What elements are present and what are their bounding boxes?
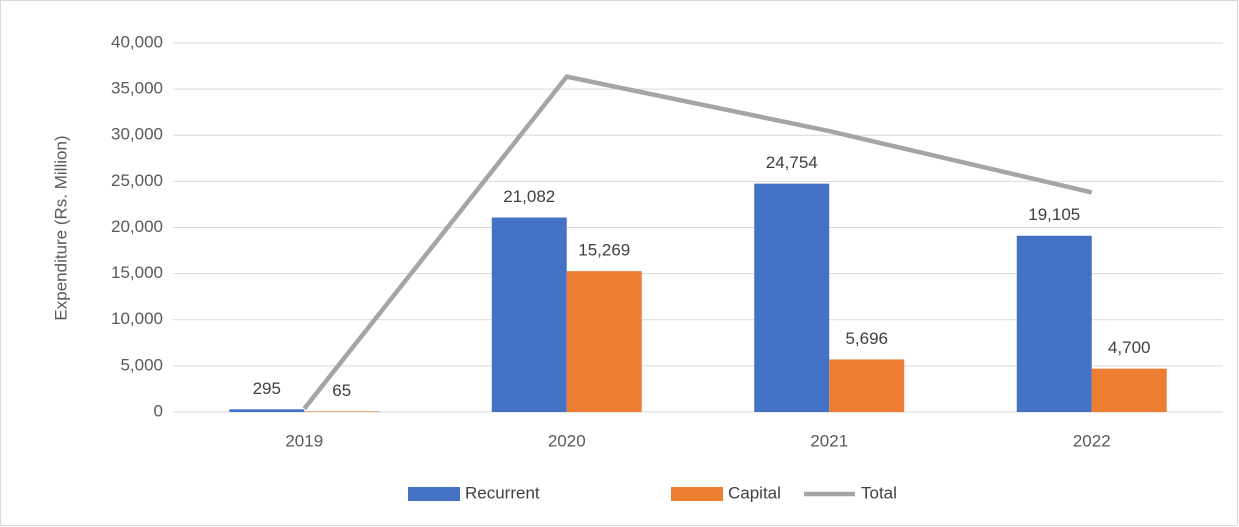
data-label: 295 bbox=[253, 379, 281, 398]
legend-label: Total bbox=[861, 483, 897, 502]
bar bbox=[566, 271, 642, 412]
y-tick-label: 10,000 bbox=[111, 309, 163, 328]
bar bbox=[1016, 235, 1092, 412]
x-tick-label: 2021 bbox=[810, 431, 848, 450]
data-label: 24,754 bbox=[766, 153, 818, 172]
legend-swatch bbox=[671, 487, 723, 501]
data-label: 4,700 bbox=[1108, 338, 1151, 357]
y-tick-label: 15,000 bbox=[111, 263, 163, 282]
y-axis-title: Expenditure (Rs. Million) bbox=[51, 135, 70, 320]
data-label: 5,696 bbox=[845, 329, 888, 348]
bar bbox=[491, 217, 567, 412]
x-tick-label: 2020 bbox=[548, 431, 586, 450]
x-tick-label: 2022 bbox=[1073, 431, 1111, 450]
data-label: 15,269 bbox=[578, 241, 630, 260]
y-tick-label: 40,000 bbox=[111, 32, 163, 51]
bar bbox=[304, 411, 380, 412]
y-tick-label: 0 bbox=[154, 401, 163, 420]
bar bbox=[1091, 368, 1167, 412]
y-tick-label: 35,000 bbox=[111, 79, 163, 98]
legend-label: Capital bbox=[728, 483, 781, 502]
y-tick-label: 5,000 bbox=[120, 355, 163, 374]
legend-swatch bbox=[408, 487, 460, 501]
x-tick-label: 2019 bbox=[285, 431, 323, 450]
legend-label: Recurrent bbox=[465, 483, 540, 502]
bar bbox=[229, 409, 305, 412]
data-label: 19,105 bbox=[1028, 205, 1080, 224]
line-series bbox=[302, 74, 1093, 411]
y-tick-label: 20,000 bbox=[111, 217, 163, 236]
data-label: 21,082 bbox=[503, 187, 555, 206]
bar bbox=[754, 183, 830, 412]
data-label: 65 bbox=[332, 381, 351, 400]
bar bbox=[829, 359, 905, 412]
y-tick-label: 25,000 bbox=[111, 171, 163, 190]
y-tick-label: 30,000 bbox=[111, 125, 163, 144]
